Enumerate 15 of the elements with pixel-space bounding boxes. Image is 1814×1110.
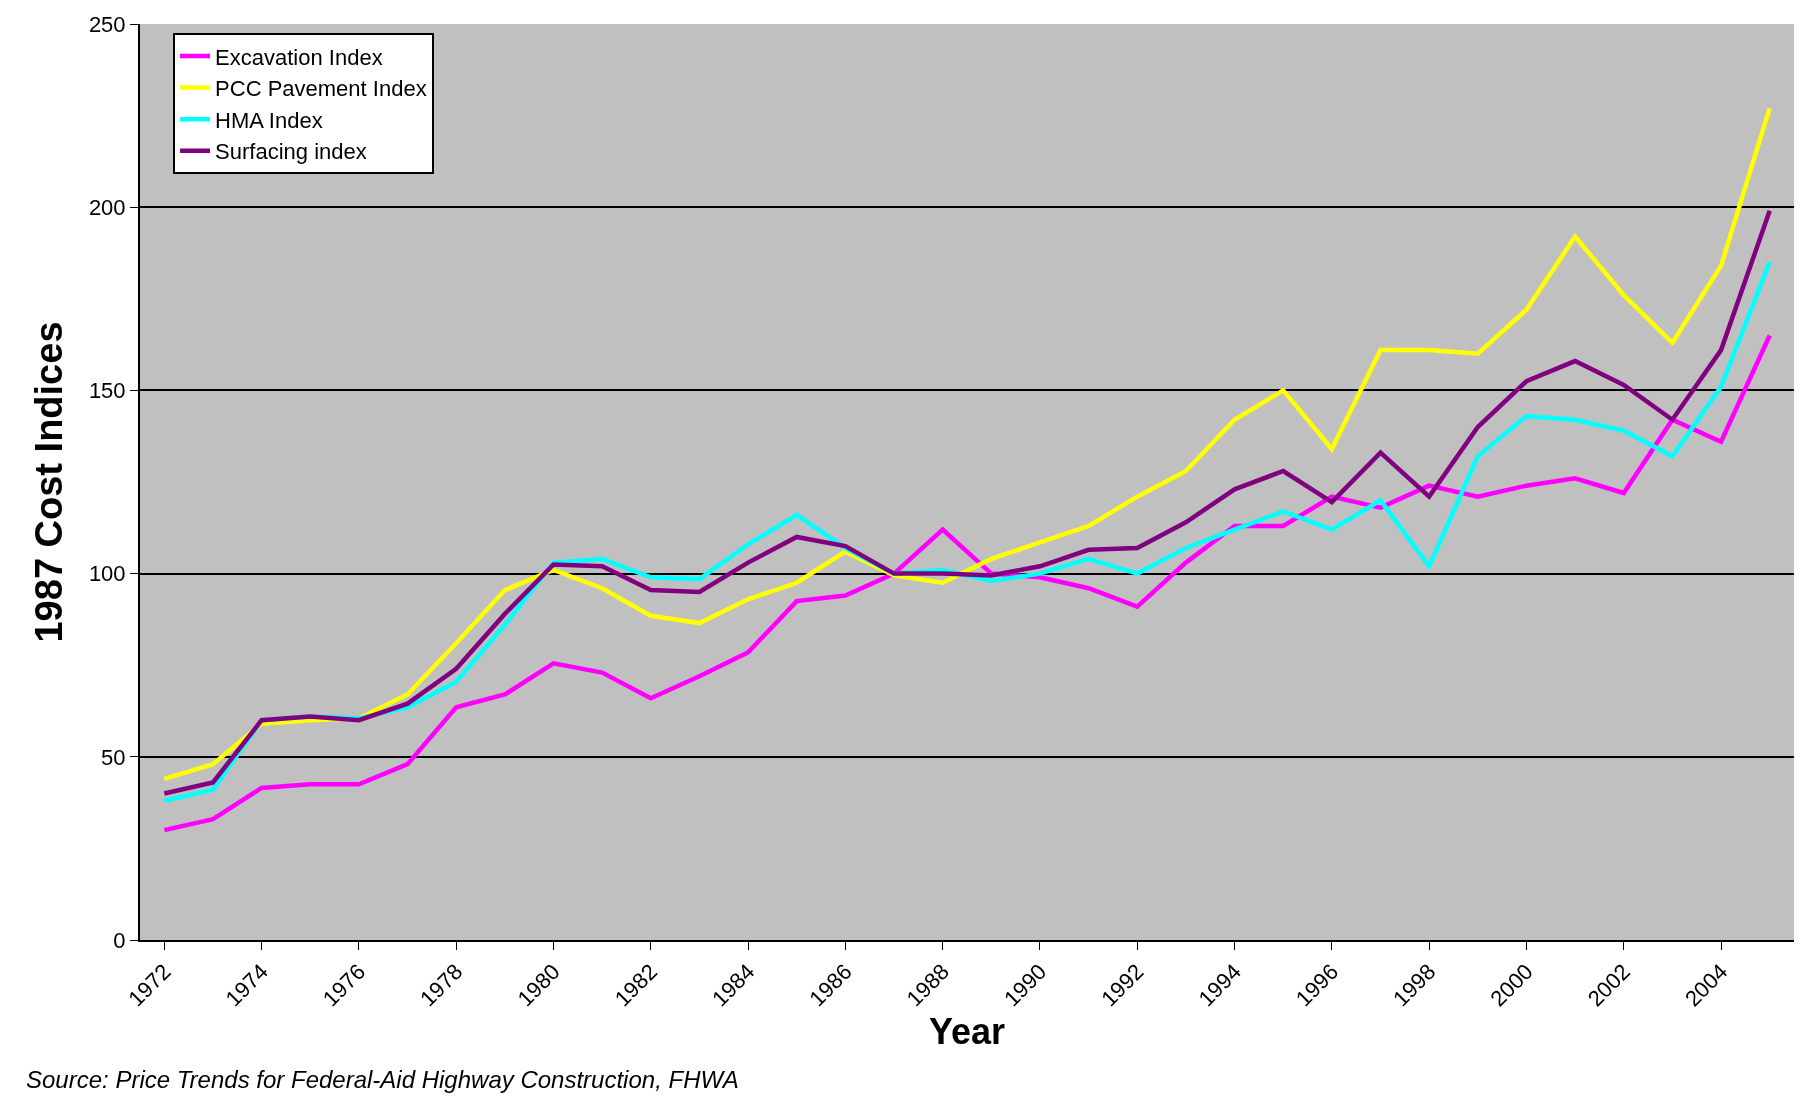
legend-label: Excavation Index [215,44,383,70]
source-note: Source: Price Trends for Federal-Aid Highway Construction, FHWA [26,1066,739,1093]
legend-label: Surfacing index [215,139,367,165]
y-tick-label: 150 [88,378,126,404]
y-tick-label: 100 [88,561,126,587]
line-series [162,106,1772,782]
x-axis-title: Year [928,1011,1006,1053]
y-axis-title: 1987 Cost Indices [27,321,70,643]
legend-label: PCC Pavement Index [215,76,427,102]
legend-label: HMA Index [215,107,323,133]
y-tick-label: 200 [88,194,126,220]
line-series [162,333,1772,833]
y-tick-label: 50 [101,744,126,770]
y-tick-label: 250 [88,11,126,37]
y-tick-label: 0 [113,927,126,953]
